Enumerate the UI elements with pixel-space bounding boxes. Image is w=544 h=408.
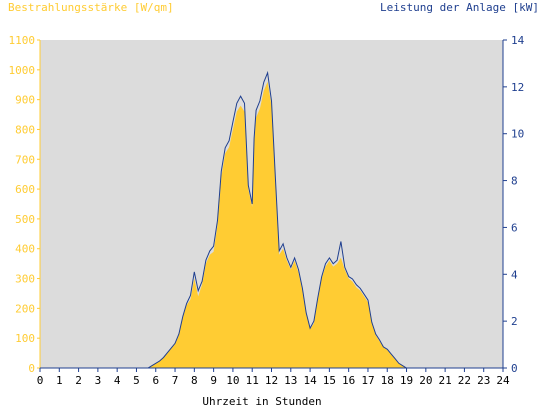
power-line: [40, 70, 503, 369]
left-tick-label: 400: [15, 243, 35, 256]
left-tick-label: 100: [15, 332, 35, 345]
left-tick-label: 300: [15, 273, 35, 286]
left-axis-ticks: 0 100 200 300 400 500 600 700 800 900 1000 1100: [9, 34, 40, 375]
x-tick-label: 18: [381, 374, 394, 387]
x-tick-label: 23: [477, 374, 490, 387]
x-tick-label: 12: [265, 374, 278, 387]
x-tick-label: 5: [133, 374, 140, 387]
irradiance-series: [40, 81, 503, 368]
left-tick-label: 700: [15, 153, 35, 166]
power-series: [40, 70, 503, 369]
x-tick-label: 9: [210, 374, 217, 387]
right-tick-label: 2: [511, 315, 518, 328]
x-tick-label: 16: [342, 374, 355, 387]
x-tick-label: 14: [303, 374, 317, 387]
x-axis-ticks: 0 1 2 3 4 5 6 7 8 9 10 11 12 13 14 15 16 17 18 19 20 21 22 23 24: [37, 368, 510, 387]
right-tick-label: 6: [511, 221, 518, 234]
left-tick-label: 900: [15, 94, 35, 107]
right-axis-title: Leistung der Anlage [kW]: [380, 1, 539, 14]
x-tick-label: 6: [152, 374, 159, 387]
right-tick-label: 12: [511, 81, 524, 94]
x-tick-label: 22: [458, 374, 471, 387]
x-tick-label: 19: [400, 374, 413, 387]
x-tick-label: 13: [284, 374, 297, 387]
right-tick-label: 4: [511, 268, 518, 281]
x-tick-label: 0: [37, 374, 44, 387]
x-tick-label: 24: [496, 374, 510, 387]
right-tick-label: 14: [511, 34, 525, 47]
x-tick-label: 1: [56, 374, 63, 387]
x-tick-label: 7: [172, 374, 179, 387]
left-tick-label: 1000: [9, 64, 36, 77]
x-tick-label: 21: [439, 374, 452, 387]
x-tick-label: 2: [75, 374, 82, 387]
x-tick-label: 10: [226, 374, 239, 387]
x-tick-label: 15: [323, 374, 336, 387]
left-tick-label: 600: [15, 183, 35, 196]
right-tick-label: 8: [511, 175, 518, 188]
x-tick-label: 17: [361, 374, 374, 387]
left-tick-label: 800: [15, 123, 35, 136]
x-tick-label: 8: [191, 374, 198, 387]
irradiance-area: [40, 81, 503, 368]
left-tick-label: 500: [15, 213, 35, 226]
left-axis-title: Bestrahlungsstärke [W/qm]: [8, 1, 174, 14]
right-tick-label: 10: [511, 128, 524, 141]
x-tick-label: 11: [246, 374, 259, 387]
left-tick-label: 0: [28, 362, 35, 375]
right-tick-label: 0: [511, 362, 518, 375]
x-tick-label: 4: [114, 374, 121, 387]
x-tick-label: 20: [419, 374, 432, 387]
x-axis-title: Uhrzeit in Stunden: [202, 395, 321, 408]
left-tick-label: 200: [15, 302, 35, 315]
left-tick-label: 1100: [9, 34, 36, 47]
x-tick-label: 3: [95, 374, 102, 387]
right-axis-ticks: 0 2 4 6 8 10 12 14: [503, 34, 525, 375]
